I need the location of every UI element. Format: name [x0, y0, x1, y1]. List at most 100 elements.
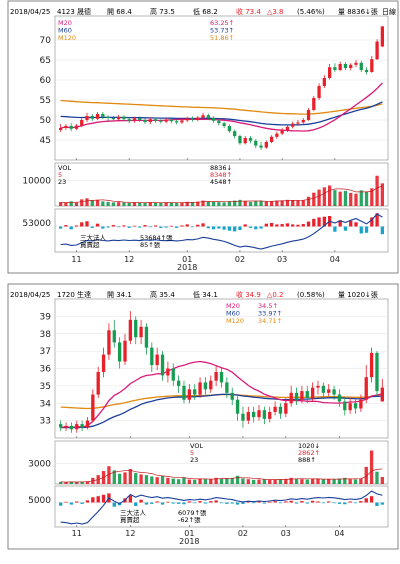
- candle-body: [106, 116, 110, 118]
- institutional-bar: [254, 226, 258, 230]
- candle-body: [185, 118, 189, 121]
- close-value: 收 34.9: [236, 290, 261, 299]
- volume-bar: [280, 200, 284, 206]
- institutional-bar: [214, 500, 218, 503]
- candle-body: [96, 371, 100, 395]
- candlestick: [211, 116, 216, 123]
- institutional-bar: [369, 496, 374, 503]
- volume-bar: [235, 475, 240, 484]
- volume-bar: [187, 479, 191, 484]
- institutional-bar: [264, 223, 268, 227]
- volume-bar: [322, 187, 326, 206]
- institutional-bar: [185, 224, 189, 227]
- institutional-bar: [150, 502, 154, 504]
- candle-body: [69, 126, 73, 129]
- candle-body: [190, 118, 195, 120]
- candlestick: [169, 118, 174, 124]
- volume-bar: [243, 201, 247, 206]
- institutional-bar: [257, 501, 261, 503]
- volume-bar: [196, 201, 200, 206]
- candlestick: [338, 61, 342, 72]
- candle-body: [353, 403, 358, 409]
- candle-body: [85, 420, 90, 428]
- candle-body: [243, 138, 247, 144]
- candlestick: [217, 119, 221, 126]
- month-label: 01: [184, 529, 194, 538]
- volume-bar: [343, 477, 347, 484]
- volume-bar: [370, 188, 374, 206]
- month-label: 02: [235, 255, 245, 264]
- chart-period: 日線: [382, 7, 396, 16]
- candlestick: [273, 401, 277, 416]
- candlestick: [364, 67, 369, 75]
- volume-bar: [85, 198, 89, 206]
- volume-bar: [90, 200, 94, 206]
- candle-body: [289, 392, 293, 404]
- volume-bar: [273, 479, 277, 484]
- institutional-bar: [111, 225, 116, 227]
- candle-body: [176, 380, 181, 386]
- institutional-bar: [333, 226, 337, 232]
- institutional-bar: [95, 223, 100, 227]
- volume-bar: [337, 478, 342, 484]
- candle-body: [375, 41, 379, 60]
- institutional-bar: [332, 502, 336, 504]
- ma-legend-value: 51.86↑: [210, 34, 234, 42]
- volume-bar: [375, 471, 379, 484]
- candle-body: [90, 116, 94, 119]
- price-tick-label: 34: [40, 399, 52, 409]
- volume-bar: [123, 472, 127, 484]
- candlestick: [225, 377, 229, 399]
- price-tick-label: 50: [40, 116, 52, 126]
- institutional-bar: [117, 226, 121, 228]
- institutional-bar: [243, 224, 247, 227]
- institutional-bar: [284, 501, 288, 503]
- candle-body: [219, 371, 224, 383]
- ma-legend-name: M20: [226, 302, 240, 310]
- candle-body: [169, 119, 174, 122]
- candle-body: [123, 340, 127, 362]
- volume-bar: [248, 201, 253, 206]
- month-label: 11: [72, 529, 82, 538]
- volume-bar: [227, 201, 232, 206]
- volume-ma-line: [60, 468, 383, 483]
- candle-body: [305, 391, 309, 399]
- institutional-bar: [64, 501, 68, 503]
- institutional-bar: [143, 225, 147, 227]
- candlestick: [264, 140, 268, 149]
- candle-body: [235, 399, 240, 414]
- candle-body: [64, 425, 68, 428]
- institutional-bar: [248, 226, 253, 228]
- institutional-bar: [305, 502, 309, 504]
- candle-body: [225, 382, 229, 393]
- institutional-bar: [321, 502, 326, 504]
- ma-legend-name: M120: [58, 34, 76, 42]
- candle-body: [80, 120, 84, 126]
- candlestick: [106, 115, 110, 121]
- institutional-bar: [316, 501, 320, 503]
- volume-bar: [321, 479, 326, 484]
- candle-body: [95, 114, 100, 119]
- candlestick: [185, 116, 189, 122]
- volume-bar: [317, 189, 321, 206]
- candle-body: [217, 120, 221, 124]
- ma-legend-value: 53.73↑: [210, 27, 234, 35]
- candlestick: [233, 129, 237, 139]
- price-tick-label: 39: [40, 312, 52, 322]
- candlestick: [171, 363, 175, 386]
- candlestick: [348, 398, 352, 414]
- candle-body: [201, 115, 205, 118]
- candlestick: [262, 406, 267, 425]
- institutional-bar: [91, 497, 95, 503]
- candlestick: [294, 387, 299, 405]
- candlestick: [90, 114, 94, 121]
- candlestick: [59, 420, 63, 432]
- candlestick: [59, 124, 63, 132]
- institutional-bar: [160, 502, 165, 505]
- institutional-panel: [54, 485, 389, 528]
- volume-bar: [338, 191, 342, 206]
- candlestick: [310, 382, 315, 402]
- volume-bar: [327, 479, 331, 484]
- candle-body: [91, 394, 95, 421]
- candlestick: [117, 114, 121, 121]
